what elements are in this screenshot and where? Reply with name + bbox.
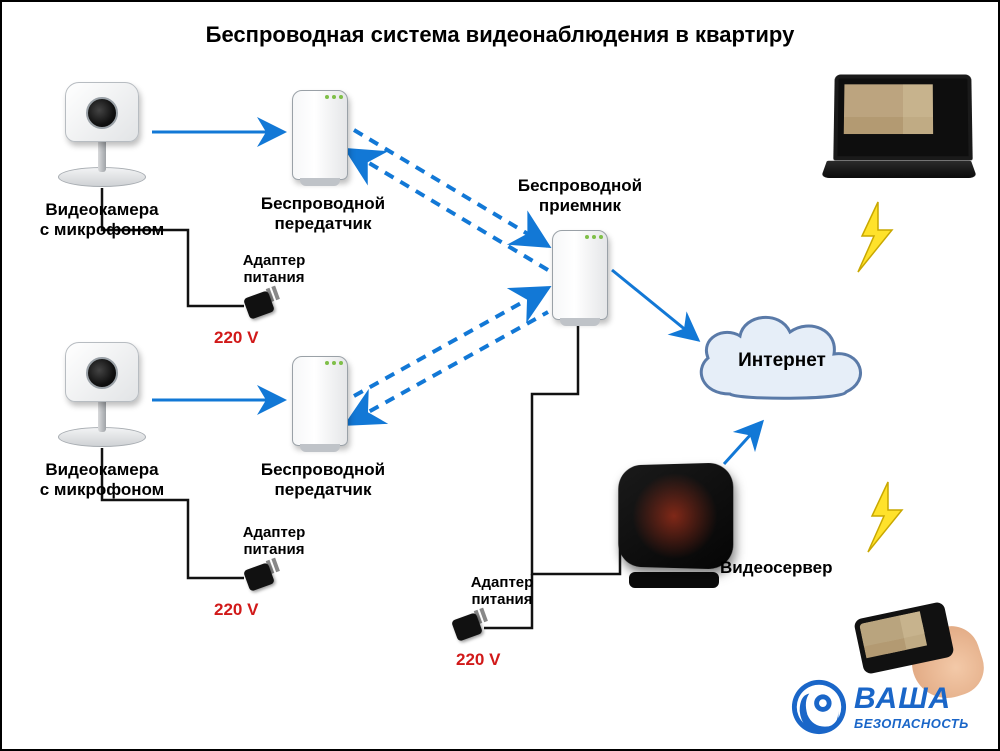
receiver-icon [552, 230, 608, 320]
voltage-label: 220 V [214, 328, 258, 348]
diagram-canvas: Беспроводная система видеонаблюдения в к… [0, 0, 1000, 751]
power-adapter-label: Адаптер питания [214, 524, 334, 559]
edge-tx2-rx-a [354, 288, 548, 396]
brand-tagline: БЕЗОПАСНОСТЬ [854, 716, 969, 731]
power-plug-icon [242, 290, 278, 324]
receiver-label: Беспроводной приемник [500, 176, 660, 215]
transmitter-label: Беспроводной передатчик [248, 460, 398, 499]
edge-tx2-rx-b [354, 312, 548, 420]
voltage-label: 220 V [214, 600, 258, 620]
camera-label: Видеокамера с микрофоном [18, 460, 186, 499]
video-server-label: Видеосервер [720, 558, 860, 578]
lightning-icon [858, 202, 892, 272]
power-plug-icon [450, 612, 486, 646]
power-adapter-label: Адаптер питания [214, 252, 334, 287]
diagram-title: Беспроводная система видеонаблюдения в к… [2, 22, 998, 47]
logo-badge-icon [790, 678, 848, 736]
transmitter-icon [292, 356, 348, 446]
camera-icon [54, 342, 149, 447]
laptop-icon [824, 74, 974, 184]
power-plug-icon [242, 562, 278, 596]
transmitter-icon [292, 90, 348, 180]
power-adapter-label: Адаптер питания [442, 574, 562, 609]
camera-label: Видеокамера с микрофоном [18, 200, 186, 239]
brand-name: ВАША [854, 682, 969, 716]
lightning-icon [868, 482, 902, 552]
camera-icon [54, 82, 149, 187]
brand-logo: ВАША БЕЗОПАСНОСТЬ [854, 682, 969, 731]
phone-icon [858, 604, 978, 694]
transmitter-label: Беспроводной передатчик [248, 194, 398, 233]
voltage-label: 220 V [456, 650, 500, 670]
internet-label: Интернет [714, 350, 850, 372]
